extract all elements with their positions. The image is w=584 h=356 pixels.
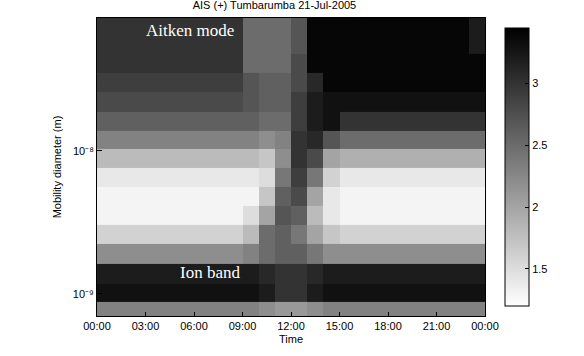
svg-text:10⁻⁸: 10⁻⁸ <box>73 145 94 157</box>
svg-text:06:00: 06:00 <box>180 320 208 332</box>
svg-text:Mobility diameter (m): Mobility diameter (m) <box>51 116 63 219</box>
svg-text:1.5: 1.5 <box>532 263 547 275</box>
svg-text:Time: Time <box>279 333 303 345</box>
svg-text:10⁻⁹: 10⁻⁹ <box>73 288 94 300</box>
svg-text:03:00: 03:00 <box>132 320 160 332</box>
svg-text:AIS (+) Tumbarumba 21-Jul-2005: AIS (+) Tumbarumba 21-Jul-2005 <box>193 0 357 11</box>
svg-text:00:00: 00:00 <box>471 320 499 332</box>
svg-text:Aitken mode: Aitken mode <box>146 21 234 40</box>
svg-text:3: 3 <box>532 77 538 89</box>
svg-text:15:00: 15:00 <box>326 320 354 332</box>
svg-text:12:00: 12:00 <box>277 320 305 332</box>
svg-text:00:00: 00:00 <box>83 320 111 332</box>
svg-text:09:00: 09:00 <box>229 320 257 332</box>
svg-text:21:00: 21:00 <box>423 320 451 332</box>
svg-text:18:00: 18:00 <box>374 320 402 332</box>
svg-text:2.5: 2.5 <box>532 139 547 151</box>
svg-text:Ion band: Ion band <box>180 263 240 282</box>
svg-text:2: 2 <box>532 201 538 213</box>
